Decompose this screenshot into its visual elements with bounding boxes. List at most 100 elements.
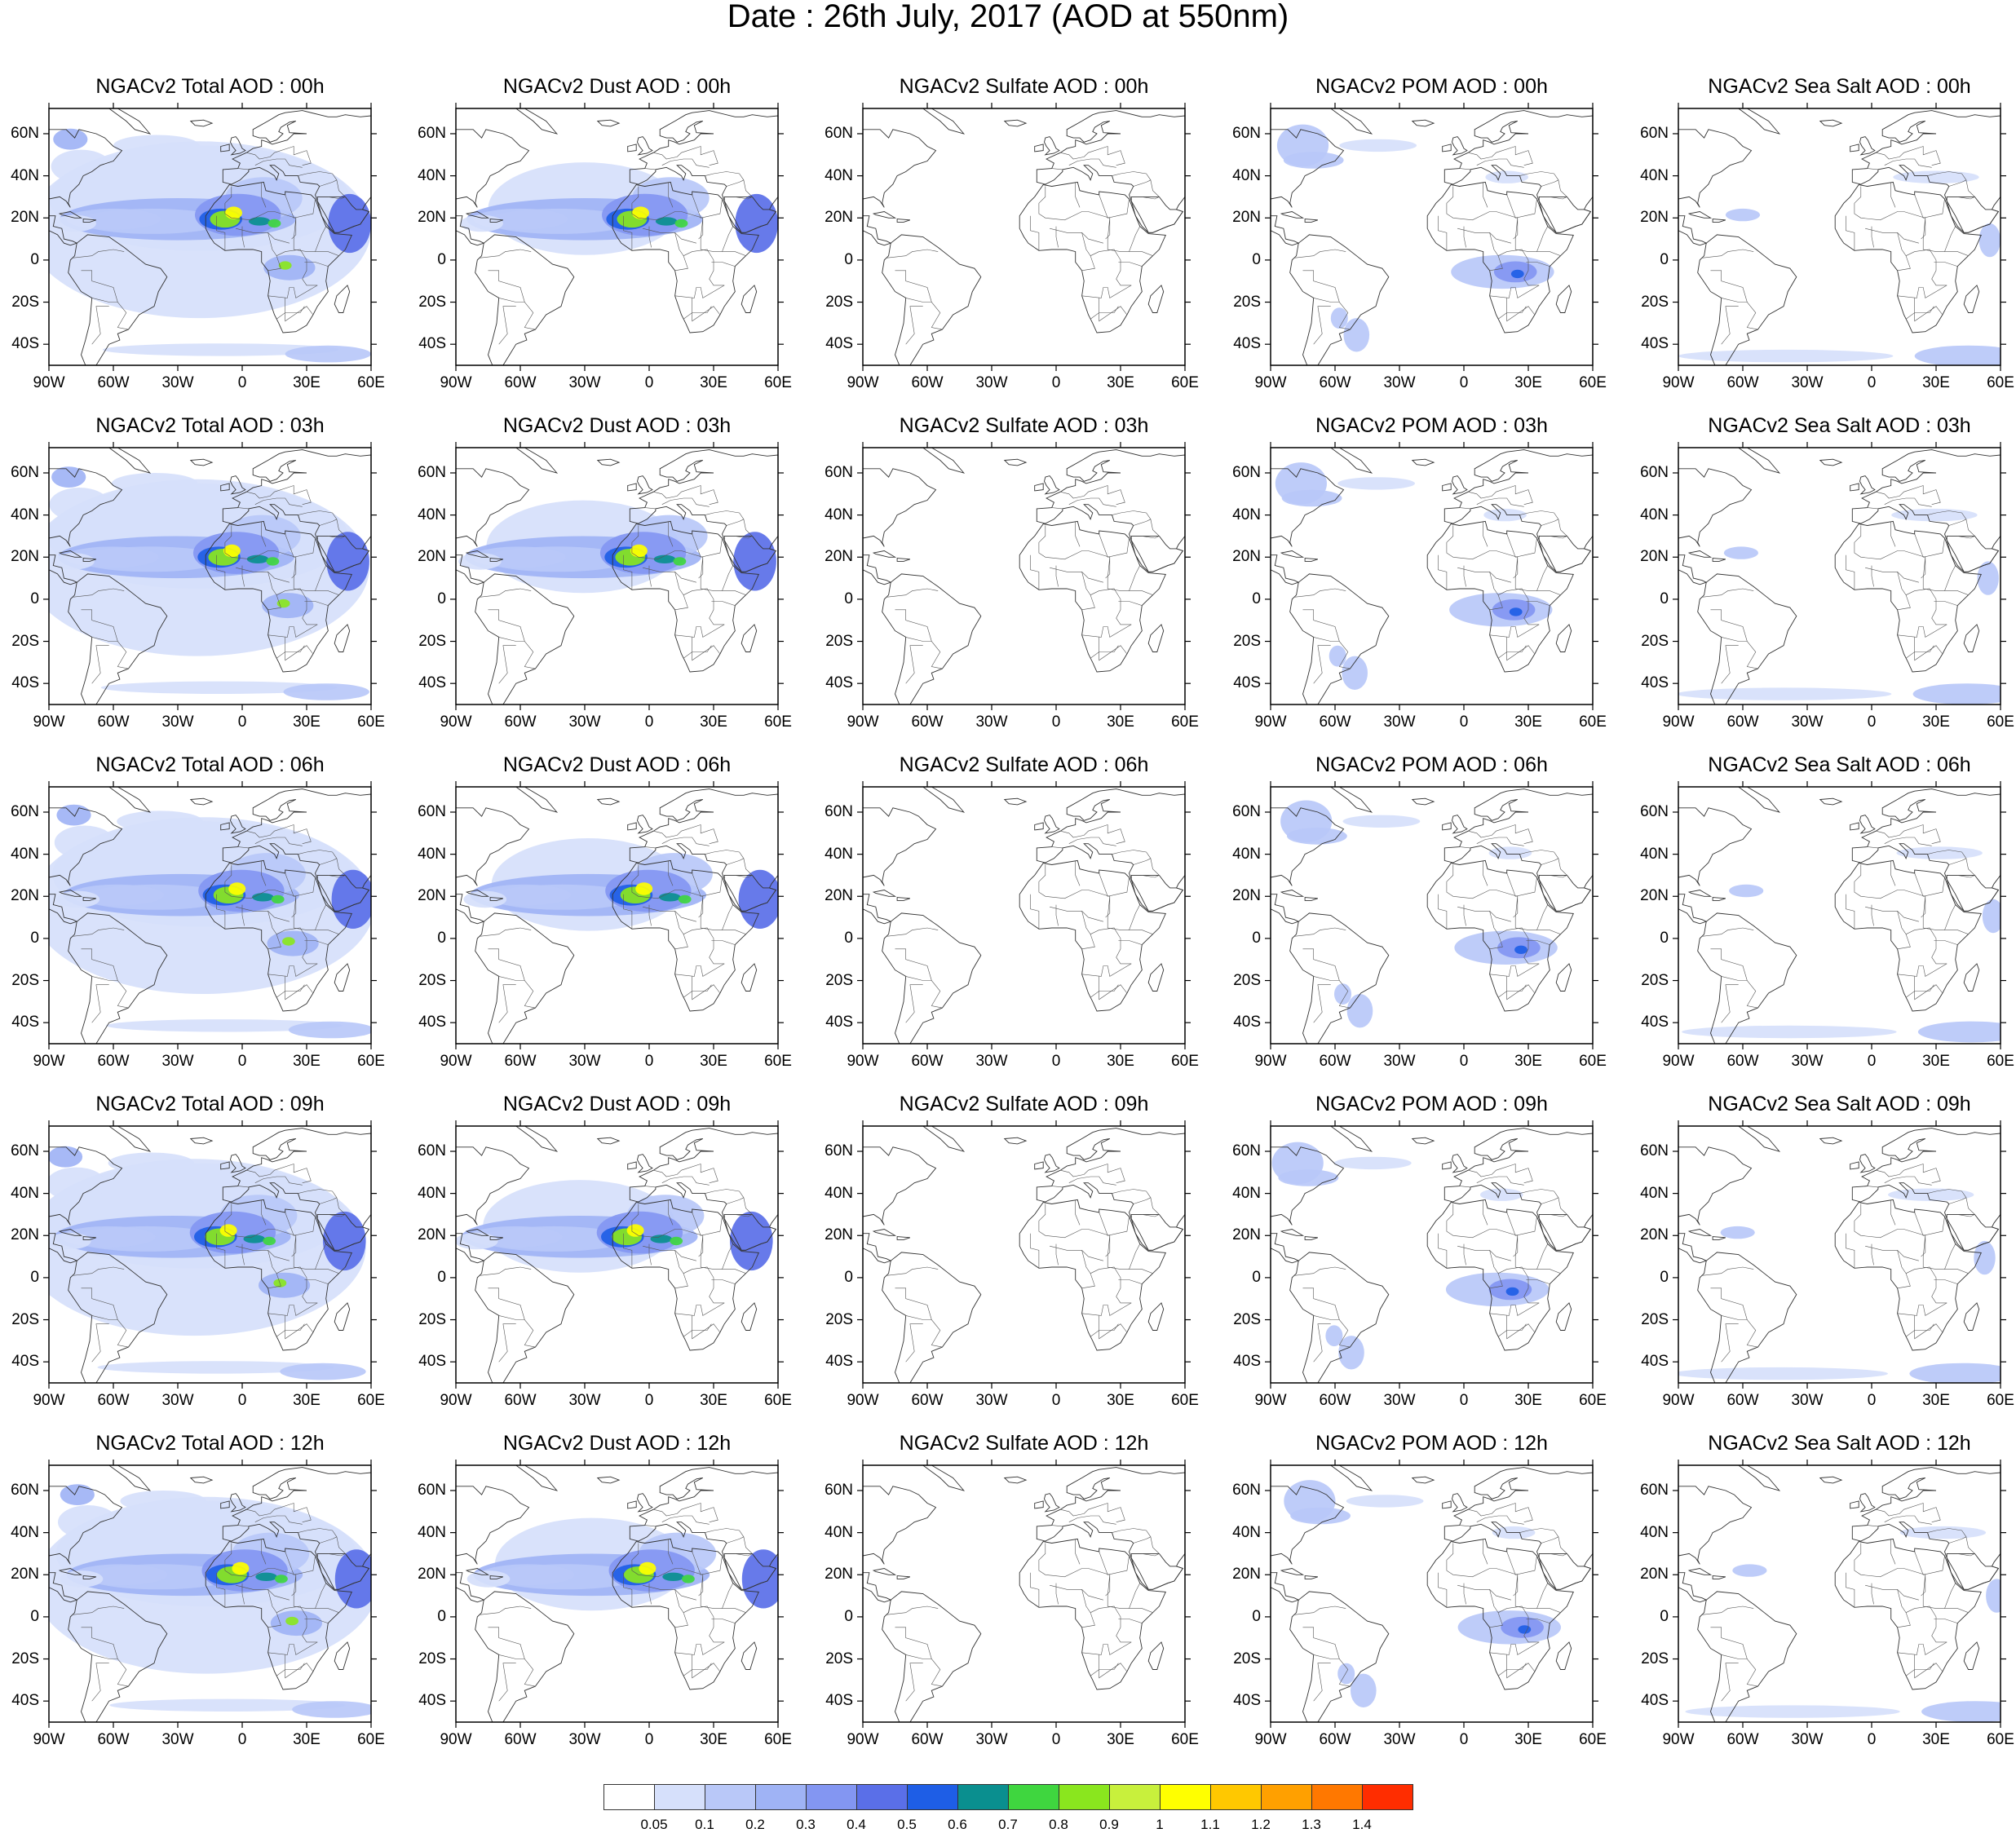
lon-tick-label: 60W — [1319, 1392, 1351, 1409]
aod-shading — [1351, 1673, 1377, 1707]
coastline-britain — [1452, 1493, 1468, 1513]
coastline-ireland — [1034, 144, 1044, 152]
country-border — [643, 227, 696, 244]
coastline-africa — [612, 1538, 759, 1690]
lon-tick-label: 0 — [237, 374, 247, 391]
coastline-caribbean2 — [896, 897, 911, 901]
coastline-iceland — [1003, 458, 1028, 466]
country-border — [1050, 227, 1103, 244]
aod-shading — [678, 894, 692, 904]
aod-shading — [1891, 508, 1978, 522]
lon-tick-label: 90W — [440, 713, 472, 731]
coastline-caribbean1 — [872, 1568, 897, 1575]
coastline-caribbean1 — [58, 550, 83, 558]
country-border — [1075, 860, 1081, 886]
country-border — [1483, 860, 1488, 886]
aod-shading — [111, 473, 198, 494]
country-border — [1871, 1583, 1874, 1605]
country-border — [1514, 1235, 1548, 1270]
lon-tick-label: 60E — [357, 1392, 385, 1409]
lat-tick-label: 60N — [418, 1142, 446, 1159]
coastline-madagascar — [1147, 1302, 1165, 1331]
coastline-madagascar — [1555, 624, 1572, 652]
coastline-southAmerica — [475, 573, 575, 704]
aod-map — [43, 1460, 377, 1728]
country-border — [1550, 1214, 1567, 1217]
country-border — [1944, 525, 1950, 535]
coastline-southAmerica — [68, 573, 168, 704]
lat-tick-label: 20S — [1233, 632, 1261, 650]
aod-shading — [53, 128, 88, 150]
country-border — [276, 249, 318, 286]
country-border — [1876, 1503, 1941, 1522]
country-border — [1867, 507, 1878, 510]
coastline-africa — [1426, 859, 1574, 1012]
coastline-iceland — [189, 1137, 214, 1145]
lon-tick-label: 90W — [1254, 1731, 1287, 1748]
country-border — [1468, 824, 1533, 844]
coastline-ireland — [627, 1161, 637, 1170]
aod-shading — [1509, 607, 1523, 616]
coastline-eurasia — [1036, 788, 1185, 912]
country-border — [1075, 182, 1081, 208]
lon-tick-label: 90W — [1254, 1392, 1287, 1409]
lon-tick-label: 60E — [1987, 374, 2014, 391]
country-border — [1129, 525, 1134, 535]
aod-shading — [1678, 687, 1892, 700]
lon-tick-label: 60W — [1726, 1053, 1759, 1070]
aod-shading — [1725, 208, 1761, 222]
map-panel: NGACv2 Dust AOD : 03h 90W 60W 30W 0 30E 60E 60N… — [418, 414, 792, 731]
aod-shading — [463, 890, 507, 908]
lat-tick-label: 20S — [1641, 293, 1669, 311]
country-border — [1133, 1197, 1152, 1204]
country-border — [1313, 637, 1351, 669]
colorbar-swatch — [755, 1784, 807, 1810]
coastline-caribbean2 — [896, 1236, 911, 1240]
country-border — [886, 588, 939, 598]
lon-tick-label: 0 — [1459, 374, 1469, 391]
country-border — [1133, 519, 1152, 526]
coastline-centralAmerica — [1271, 1572, 1300, 1603]
country-border — [1948, 858, 1967, 865]
coastline-greenland — [1714, 1126, 1781, 1152]
country-border — [1934, 601, 1958, 606]
coastline-greenland — [1306, 787, 1373, 813]
country-border — [1957, 536, 1975, 539]
country-border — [1905, 1663, 1934, 1676]
lon-tick-label: 60W — [1726, 1731, 1759, 1748]
country-border — [304, 262, 329, 267]
country-border — [1497, 984, 1527, 998]
country-border — [1710, 948, 1748, 981]
country-border — [1536, 1266, 1567, 1274]
country-border — [1721, 306, 1739, 345]
lon-tick-label: 0 — [1459, 1392, 1469, 1409]
lon-tick-label: 60W — [1319, 1053, 1351, 1070]
country-border — [1541, 519, 1559, 526]
country-border — [1497, 1663, 1527, 1676]
coastline-madagascar — [334, 1302, 351, 1331]
lon-tick-label: 90W — [33, 1392, 65, 1409]
country-border — [261, 1539, 267, 1565]
aod-shading — [1485, 170, 1528, 183]
country-border — [735, 875, 753, 878]
country-border — [722, 1266, 753, 1274]
lat-tick-label: 40N — [1232, 845, 1261, 863]
lon-tick-label: 60W — [911, 713, 944, 731]
country-border — [1890, 521, 1896, 547]
country-border — [735, 1214, 753, 1217]
colorbar-swatch — [705, 1784, 756, 1810]
lon-tick-label: 60W — [97, 1392, 130, 1409]
coastline-ireland — [627, 483, 637, 492]
map-frame — [455, 1464, 779, 1723]
lat-tick-label: 40S — [825, 335, 853, 353]
aod-shading — [283, 683, 369, 700]
coastline-caribbean1 — [872, 550, 897, 558]
colorbar-label: 0.6 — [948, 1817, 967, 1832]
country-border — [1068, 1176, 1116, 1186]
country-border — [683, 588, 725, 625]
coastline-eurasia — [629, 788, 778, 912]
country-border — [236, 567, 290, 583]
coastline-northAmerica — [1271, 129, 1345, 208]
lon-tick-label: 60E — [764, 1731, 792, 1748]
aod-shading — [49, 1232, 91, 1250]
